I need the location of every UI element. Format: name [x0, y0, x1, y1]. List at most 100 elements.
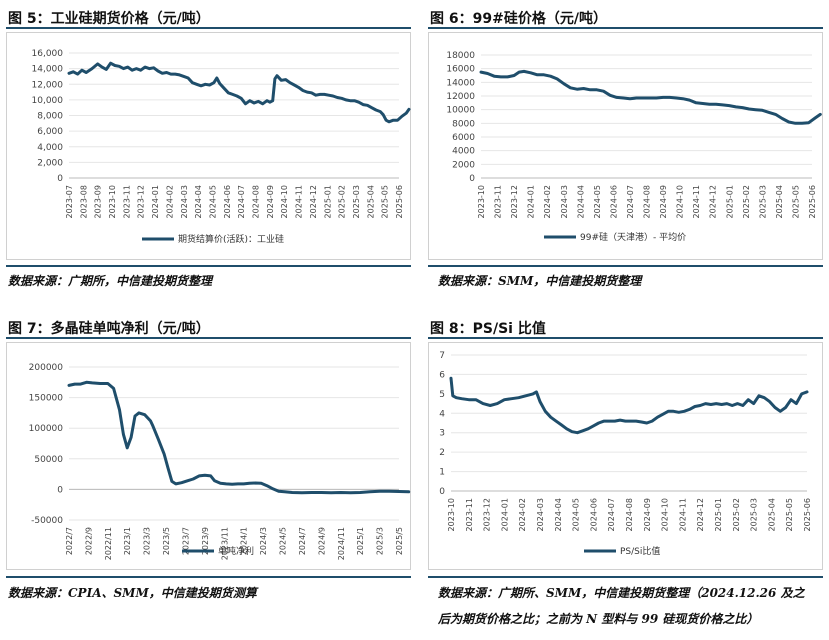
- y-tick-label: 2: [439, 448, 445, 458]
- x-tick-label: 2024/7: [298, 527, 307, 555]
- y-tick-label: 0: [57, 174, 63, 184]
- x-tick-label: 2023-11: [122, 185, 131, 218]
- source-rule-6: [428, 265, 823, 267]
- title-rule-7: [6, 337, 411, 339]
- y-tick-label: 6: [439, 370, 445, 380]
- x-tick-label: 2023-12: [510, 185, 519, 218]
- y-tick-label: 3: [439, 429, 445, 439]
- x-tick-label: 2023-12: [483, 498, 492, 531]
- x-tick-label: 2024/5: [279, 527, 288, 555]
- x-tick-label: 2025-04: [775, 185, 784, 218]
- title-rule-5: [6, 27, 411, 29]
- x-tick-label: 2024-06: [609, 185, 618, 218]
- x-tick-label: 2025-02: [732, 498, 741, 531]
- x-tick-label: 2024-03: [536, 498, 545, 531]
- x-tick-label: 2025-06: [395, 185, 404, 218]
- x-tick-label: 2024-03: [180, 185, 189, 218]
- x-tick-label: 2024-10: [280, 185, 289, 218]
- x-tick-label: 2025/5: [395, 527, 404, 555]
- x-tick-label: 2024-11: [678, 498, 687, 531]
- x-tick-label: 2025-03: [750, 498, 759, 531]
- y-tick-label: 2000: [452, 160, 475, 170]
- y-tick-label: 4: [439, 409, 445, 419]
- x-tick-label: 2024-10: [676, 185, 685, 218]
- y-tick-label: 16000: [446, 65, 475, 75]
- x-tick-label: 2024-11: [295, 185, 304, 218]
- x-tick-label: 2024-06: [589, 498, 598, 531]
- source-rule-5: [6, 265, 411, 267]
- x-tick-label: 2024-04: [194, 185, 203, 218]
- x-tick-label: 2025-04: [366, 185, 375, 218]
- x-tick-label: 2025-01: [714, 498, 723, 531]
- x-tick-label: 2024/1: [240, 527, 249, 555]
- legend-label: PS/Si比值: [620, 545, 660, 557]
- x-tick-label: 2023-08: [79, 185, 88, 218]
- x-tick-label: 2023-12: [137, 185, 146, 218]
- y-tick-label: 5: [439, 390, 445, 400]
- x-tick-label: 2023-11: [465, 498, 474, 531]
- y-tick-label: 2,000: [37, 158, 63, 168]
- y-tick-label: 0: [57, 485, 63, 495]
- y-tick-label: 100000: [29, 424, 64, 434]
- y-tick-label: 6000: [452, 133, 475, 143]
- x-tick-label: 2025-04: [767, 498, 776, 531]
- x-tick-label: 2024-01: [151, 185, 160, 218]
- x-tick-label: 2024-05: [208, 185, 217, 218]
- y-tick-label: 6,000: [37, 127, 63, 137]
- x-tick-label: 2024/11: [337, 527, 346, 560]
- x-tick-label: 2025-05: [791, 185, 800, 218]
- x-tick-label: 2025-05: [785, 498, 794, 531]
- x-tick-label: 2024-12: [709, 185, 718, 218]
- source-note-5: 数据来源：广期所，中信建投期货整理: [8, 274, 213, 288]
- chart-frame-7: -50000 0 50000 100000 150000 200000 2022/7 2022…: [6, 342, 411, 570]
- x-tick-label: 2024-02: [165, 185, 174, 218]
- x-tick-label: 2024-05: [593, 185, 602, 218]
- x-tick-label: 2024-10: [661, 498, 670, 531]
- x-tick-label: 2024-01: [527, 185, 536, 218]
- source-rule-7: [6, 576, 411, 578]
- y-tick-label: 8000: [452, 119, 475, 129]
- title-rule-8: [428, 337, 823, 339]
- series-line: [479, 69, 822, 125]
- y-tick-label: 0: [439, 487, 445, 497]
- y-tick-label: 0: [469, 174, 475, 184]
- x-tick-label: 2024-04: [576, 185, 585, 218]
- y-tick-label: 7: [439, 351, 445, 361]
- legend-label: 单吨净利: [218, 545, 254, 557]
- x-tick-label: 2024-08: [625, 498, 634, 531]
- chart-title-8: 图 8：PS/Si 比值: [430, 321, 546, 337]
- y-tick-label: 4,000: [37, 143, 63, 153]
- y-tick-label: 14000: [446, 78, 475, 88]
- x-tick-label: 2023-10: [108, 185, 117, 218]
- x-tick-label: 2024-08: [252, 185, 261, 218]
- x-tick-label: 2022/7: [65, 527, 74, 555]
- y-tick-label: 4000: [452, 147, 475, 157]
- x-tick-label: 2024-12: [696, 498, 705, 531]
- series-line: [67, 61, 411, 124]
- y-tick-label: 150000: [29, 394, 64, 404]
- y-tick-label: -50000: [31, 516, 63, 526]
- chart-title-6: 图 6：99#硅价格（元/吨）: [430, 11, 607, 27]
- x-tick-label: 2024-06: [223, 185, 232, 218]
- chart-6: 0 2000 4000 6000 8000 10000 12000 14000 16000 180…: [446, 51, 822, 243]
- series-line: [67, 380, 411, 495]
- x-tick-label: 2024-03: [560, 185, 569, 218]
- source-note-6: 数据来源：SMM，中信建投期货整理: [438, 274, 642, 288]
- chart-frame-5: 0 2,000 4,000 6,000 8,000 10,000 12,000 14,000 1…: [6, 32, 411, 260]
- x-tick-label: 2023/1: [123, 527, 132, 555]
- source-note-7: 数据来源：CPIA、SMM，中信建投期货测算: [8, 586, 257, 600]
- x-tick-label: 2024-09: [266, 185, 275, 218]
- x-tick-label: 2025/3: [376, 527, 385, 555]
- y-tick-label: 12000: [446, 92, 475, 102]
- source-note-8-line2: 后为期货价格之比；之前为 N 型料与 99 硅现货价格之比）: [438, 612, 759, 626]
- x-tick-label: 2023/3: [143, 527, 152, 555]
- x-tick-label: 2024-04: [554, 498, 563, 531]
- x-tick-label: 2024-09: [643, 498, 652, 531]
- y-tick-label: 50000: [34, 455, 63, 465]
- x-tick-label: 2023-10: [477, 185, 486, 218]
- x-tick-label: 2023-10: [447, 498, 456, 531]
- chart-title-5: 图 5：工业硅期货价格（元/吨）: [8, 11, 210, 27]
- x-tick-label: 2025-01: [323, 185, 332, 218]
- chart-title-7: 图 7：多晶硅单吨净利（元/吨）: [8, 321, 210, 337]
- x-tick-label: 2024/3: [259, 527, 268, 555]
